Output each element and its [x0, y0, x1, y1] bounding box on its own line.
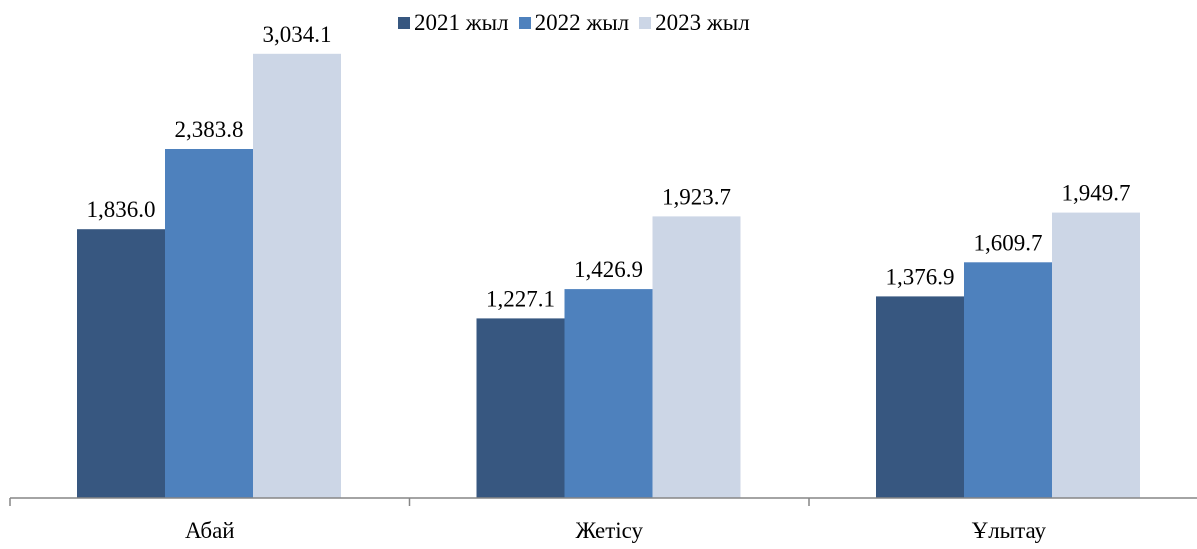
bar	[1052, 212, 1140, 498]
legend-swatch-2022	[518, 17, 531, 29]
bar	[77, 229, 165, 498]
bar	[253, 53, 341, 499]
bar	[165, 149, 253, 498]
data-label: 1,376.9	[886, 264, 955, 289]
data-label: 1,836.0	[87, 197, 156, 222]
legend-item-2023: 2023 жыл	[639, 10, 750, 36]
legend-item-2021: 2021 жыл	[398, 10, 509, 36]
bars-layer	[77, 53, 1140, 499]
bar	[964, 262, 1052, 498]
legend-item-2022: 2022 жыл	[518, 10, 630, 36]
legend-label-2022: 2022 жыл	[534, 10, 630, 35]
bar	[652, 216, 741, 498]
data-label: 2,383.8	[175, 117, 244, 142]
legend-swatch-2023	[639, 17, 652, 29]
bar	[564, 289, 653, 498]
legend-label-2021: 2021 жыл	[414, 10, 509, 35]
x-tick-label: Ұлытау	[972, 518, 1047, 543]
data-label: 1,923.7	[662, 184, 731, 209]
data-label: 1,949.7	[1062, 181, 1131, 206]
bar	[476, 318, 565, 498]
data-label: 3,034.1	[263, 22, 332, 47]
data-label: 1,426.9	[574, 257, 643, 282]
legend-swatch-2021	[398, 17, 410, 29]
data-label: 1,227.1	[486, 286, 555, 311]
data-label: 1,609.7	[974, 230, 1043, 255]
x-axis: Абай Жетісу Ұлытау	[9, 497, 1197, 543]
bar	[876, 296, 964, 498]
legend-label-2023: 2023 жыл	[655, 10, 750, 35]
data-labels-layer: 1,836.0 2,383.8 3,034.1 1,227.1 1,426.9 1,923…	[87, 22, 1131, 312]
x-tick-label: Жетісу	[576, 518, 644, 543]
x-tick-label: Абай	[185, 518, 235, 543]
legend: 2021 жыл 2022 жыл 2023 жыл	[398, 10, 760, 36]
